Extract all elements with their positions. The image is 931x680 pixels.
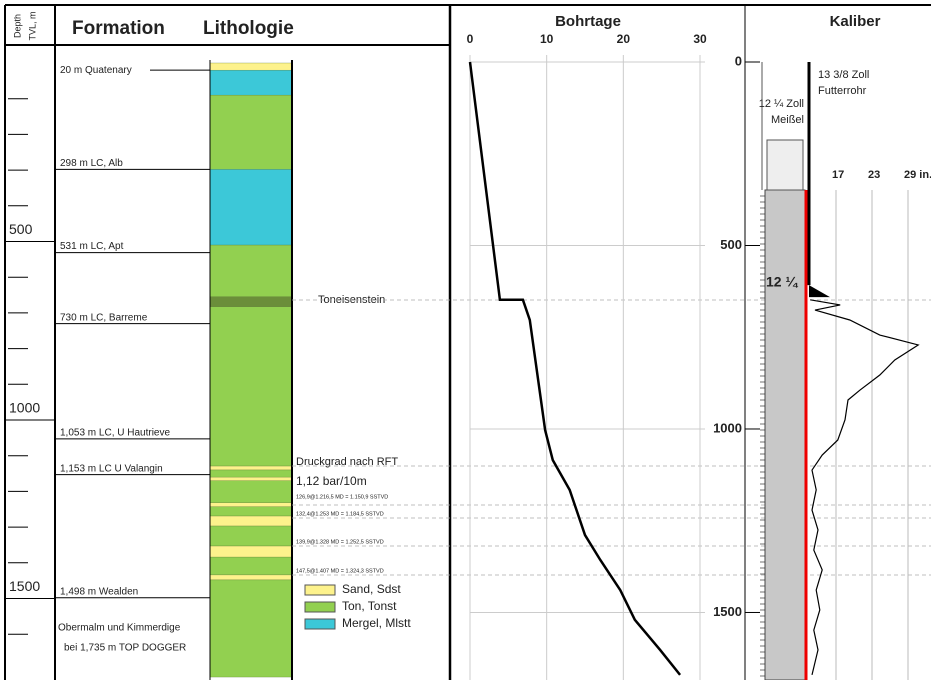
y-tick-label: 1500 (713, 604, 742, 619)
lithology-layer (210, 297, 292, 307)
annotation: 147,5@1.407 MD = 1.324,3 SSTVD (296, 568, 384, 574)
lithology-layer (210, 481, 292, 503)
lithology-layer (210, 526, 292, 546)
lithology-layer (210, 477, 292, 481)
casing-label: Futterrohr (818, 85, 867, 97)
formation-label: 1,153 m LC U Valangin (60, 463, 163, 474)
depth-label: 1000 (9, 400, 40, 416)
formation-label: 730 m LC, Barreme (60, 312, 148, 323)
bit-label: 12 ¼ Zoll (759, 98, 804, 110)
hole (765, 190, 805, 680)
hole-label: 12 ¼ (766, 274, 798, 290)
lithology-layer (210, 95, 292, 169)
lithology-layer (210, 470, 292, 477)
legend-swatch (305, 602, 335, 612)
annotation: 126,9@1.216,5 MD = 1.150,9 SSTVD (296, 494, 388, 500)
casing-label: 13 3/8 Zoll (818, 69, 869, 81)
lithology-layer (210, 557, 292, 575)
lithology-layer (210, 507, 292, 516)
x-tick-label: 10 (540, 32, 554, 46)
lithology-layer (210, 169, 292, 245)
lithology-layer (210, 70, 292, 95)
x-tick-label: 30 (693, 32, 707, 46)
legend-label: Mergel, Mlstt (342, 616, 411, 630)
y-tick-label: 0 (735, 53, 742, 68)
lithology-layer (210, 245, 292, 297)
lithology-layer (210, 63, 292, 70)
formation-header: Formation (72, 18, 165, 39)
formation-label: 20 m Quatenary (60, 65, 132, 76)
line (810, 300, 918, 675)
y-tick-label: 500 (720, 237, 742, 252)
annotation: 139,9@1.328 MD = 1.252,5 SSTVD (296, 539, 384, 545)
casing-shoe (809, 285, 830, 297)
lithology-layer (210, 546, 292, 557)
depth-unit: TVL, m (27, 11, 37, 40)
x-tick-label: 23 (868, 169, 880, 181)
formation-label: 298 m LC, Alb (60, 158, 123, 169)
line (470, 62, 680, 675)
x-tick-label: 0 (467, 32, 474, 46)
x-tick-label: 17 (832, 169, 844, 181)
x-tick-label: 29 in. (904, 169, 931, 181)
formation-note: bei 1,735 m TOP DOGGER (64, 643, 186, 654)
annotation: 132,4@1.253 MD = 1.184,5 SSTVD (296, 511, 384, 517)
lithology-header: Lithologie (203, 18, 294, 39)
formation-note: Obermalm und Kimmerdige (58, 623, 181, 634)
legend-swatch (305, 585, 335, 595)
depth-header: Depth (12, 14, 22, 38)
legend-label: Sand, Sdst (342, 582, 401, 596)
depth-label: 500 (9, 221, 33, 237)
lithology-layer (210, 503, 292, 507)
bit-label: Meißel (771, 114, 804, 126)
lithology-layer (210, 307, 292, 466)
annotation: 1,12 bar/10m (296, 474, 367, 488)
lithology-layer (210, 466, 292, 470)
bit (767, 140, 803, 190)
legend-label: Ton, Tonst (342, 599, 397, 613)
x-tick-label: 20 (617, 32, 631, 46)
legend-swatch (305, 619, 335, 629)
well-log: Depth TVL, m Formation Lithologie 500100… (0, 0, 931, 680)
formation-label: 1,053 m LC, U Hautrieve (60, 428, 170, 439)
lithology-layer (210, 580, 292, 677)
depth-label: 1500 (9, 578, 40, 594)
lithology-layer (210, 516, 292, 526)
lithology-layer (210, 575, 292, 580)
formation-label: 1,498 m Wealden (60, 586, 138, 597)
chart-title: Bohrtage (555, 13, 621, 30)
chart-title: Kaliber (830, 13, 881, 30)
formation-label: 531 m LC, Apt (60, 241, 124, 252)
y-tick-label: 1000 (713, 420, 742, 435)
